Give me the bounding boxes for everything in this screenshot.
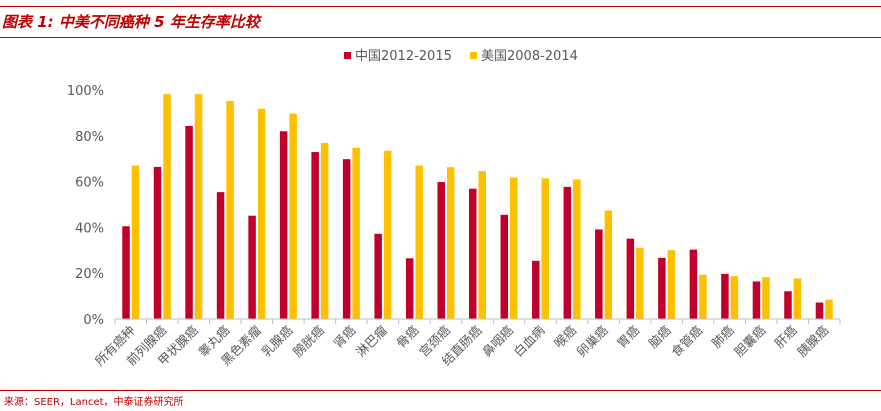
bar-us — [730, 276, 739, 319]
bar-us — [446, 167, 455, 319]
x-tick-label: 白血病 — [511, 323, 548, 360]
bar-china — [752, 281, 761, 319]
bar-us — [383, 150, 392, 319]
bar-china — [216, 192, 225, 319]
y-axis: 0% 20% 40% 60% 80% 100% — [67, 84, 104, 328]
bar-us — [320, 142, 329, 319]
x-tick-label: 胃癌 — [614, 323, 642, 351]
bar-chart: 中国2012-2015 美国2008-2014 0% 20% 40% 60% 80% 100… — [67, 49, 841, 368]
title-rule — [0, 37, 881, 38]
bar-china — [437, 182, 445, 319]
chart-bars — [122, 94, 833, 319]
bar-us — [352, 147, 360, 319]
bar-us — [226, 100, 234, 319]
bar-china — [374, 233, 382, 319]
bar-us — [667, 250, 676, 319]
x-tick-label: 膀胱癌 — [290, 323, 327, 360]
bar-us — [541, 178, 550, 319]
bar-us — [762, 277, 770, 319]
bar-china — [342, 159, 351, 319]
x-tick-label: 鼻咽癌 — [479, 323, 516, 360]
bar-china — [595, 229, 603, 319]
y-tick-label: 40% — [75, 221, 104, 236]
bar-china — [185, 125, 193, 319]
bar-us — [289, 113, 297, 319]
bar-us — [636, 247, 644, 319]
bar-china — [500, 214, 509, 319]
bar-us — [478, 171, 486, 319]
bar-china — [626, 238, 635, 319]
bar-china — [279, 131, 288, 319]
source-note: 来源：SEER，Lancet，中泰证券研究所 — [4, 397, 184, 408]
bar-china — [405, 258, 414, 319]
bar-china — [469, 188, 477, 319]
bar-china — [689, 249, 698, 319]
bar-us — [793, 278, 802, 319]
figure-title: 图表 1: 中美不同癌种 5 年生存率比较 — [2, 13, 260, 31]
source-rule — [0, 390, 881, 391]
bar-us — [163, 94, 171, 319]
y-tick-label: 0% — [83, 313, 104, 328]
bar-us — [194, 94, 203, 319]
bar-china — [721, 273, 729, 319]
bar-china — [122, 226, 130, 319]
legend-swatch-1 — [344, 52, 351, 59]
x-tick-label: 淋巴瘤 — [353, 322, 390, 359]
bar-china — [815, 302, 824, 319]
x-tick-label: 食管癌 — [668, 323, 705, 360]
y-tick-label: 80% — [75, 130, 104, 145]
bar-us — [699, 274, 707, 319]
legend-label-2: 美国2008-2014 — [481, 49, 578, 64]
x-tick-label: 胰腺癌 — [794, 323, 831, 360]
bar-china — [532, 260, 540, 319]
bar-us — [825, 299, 833, 319]
bar-us — [604, 210, 613, 319]
y-tick-label: 60% — [75, 176, 104, 191]
bar-us — [573, 179, 581, 319]
bar-us — [510, 177, 518, 319]
bar-china — [153, 166, 162, 319]
chart-legend: 中国2012-2015 美国2008-2014 — [344, 49, 578, 64]
legend-swatch-2 — [470, 52, 477, 59]
bar-china — [784, 291, 792, 319]
x-tick-label: 胆囊癌 — [731, 323, 768, 360]
bar-china — [248, 215, 256, 319]
y-tick-label: 100% — [67, 84, 104, 99]
y-tick-label: 20% — [75, 267, 104, 282]
x-tick-label: 乳腺癌 — [258, 323, 295, 360]
legend-label-1: 中国2012-2015 — [355, 49, 452, 64]
bar-china — [563, 186, 572, 319]
bar-china — [658, 257, 666, 319]
x-tick-label: 卵巢癌 — [574, 323, 611, 360]
top-rule — [0, 6, 881, 7]
bar-us — [257, 108, 266, 319]
bar-us — [131, 165, 140, 319]
bar-china — [311, 152, 319, 319]
bar-us — [415, 165, 423, 319]
